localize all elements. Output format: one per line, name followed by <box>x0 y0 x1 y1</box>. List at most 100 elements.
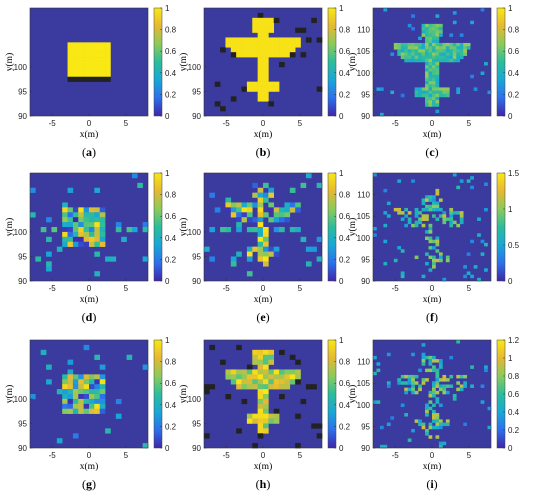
heatmap-cell <box>230 37 237 43</box>
heatmap-cell <box>78 76 84 82</box>
heatmap-cell <box>289 52 296 58</box>
colorbar-tick-label: 0.6 <box>165 379 177 388</box>
panel-a: -5 0 5 x(m) 100 95 90 y(m) 1 0.8 0.6 0.4 0.2 0 (a) <box>4 4 177 159</box>
heatmap-cell <box>62 217 68 223</box>
heatmap-cell <box>400 374 405 379</box>
heatmap-cell <box>263 81 269 87</box>
colorbar-tick-label: 0 <box>165 444 170 453</box>
colorbar-b <box>327 7 337 117</box>
heatmap-cell <box>411 374 415 379</box>
x-tick-label: 5 <box>467 451 472 460</box>
heatmap-cell <box>442 217 447 221</box>
heatmap-cell <box>432 36 436 41</box>
heatmap-cell <box>421 93 426 98</box>
heatmap-cell <box>428 90 433 95</box>
heatmap-cell <box>470 185 474 190</box>
heatmap-cell <box>404 413 409 417</box>
heatmap-cell <box>72 374 79 380</box>
heatmap-cell <box>397 378 402 382</box>
heatmap-cell <box>442 422 447 427</box>
heatmap-cell <box>279 52 285 58</box>
heatmap-cell <box>263 71 269 78</box>
heatmap-cell <box>428 96 433 101</box>
heatmap-cell <box>105 47 111 53</box>
heatmap-cell <box>279 227 285 233</box>
heatmap-cell <box>241 202 248 208</box>
heatmap-cell <box>428 425 433 430</box>
heatmap-cell <box>263 354 269 360</box>
heatmap-cell <box>225 394 232 400</box>
heatmap-cells-b <box>214 12 323 112</box>
heatmap-cell <box>268 251 275 257</box>
x-tick-label: 0 <box>87 119 92 128</box>
heatmap-cell <box>316 86 323 92</box>
colorbar-tick-label: 0.4 <box>339 234 351 243</box>
heatmap-cell <box>373 173 377 177</box>
heatmap-cell <box>459 384 464 388</box>
heatmap-cell <box>435 207 440 212</box>
heatmap-cell <box>78 398 84 405</box>
heatmap-cell <box>263 62 269 68</box>
heatmap-cell <box>438 378 443 382</box>
heatmap-cell <box>459 49 464 53</box>
heatmap-cell <box>425 81 429 85</box>
heatmap-cell <box>435 425 440 430</box>
heatmap-cell <box>105 428 111 434</box>
heatmap-cell <box>452 49 457 53</box>
heatmap-cell <box>435 74 440 79</box>
heatmap-cell <box>425 77 429 82</box>
heatmap-cell <box>421 198 426 202</box>
heatmap-cell <box>236 428 242 434</box>
heatmap-cell <box>438 207 443 212</box>
heatmap-cell <box>373 371 377 376</box>
heatmap-cell <box>316 37 323 43</box>
heatmap-cell <box>435 400 440 404</box>
heatmap-cell <box>246 364 253 370</box>
heatmap-cell <box>305 261 312 267</box>
heatmap-cell <box>452 11 457 15</box>
heatmap-cell <box>263 261 269 267</box>
heatmap-cell <box>421 52 426 56</box>
heatmap-cell <box>435 77 440 82</box>
x-tick-label: 0 <box>430 284 435 293</box>
heatmap-cell <box>289 369 296 375</box>
colorbar-e <box>327 172 337 282</box>
panel-label-close: ) <box>92 145 96 159</box>
heatmap-cell <box>386 381 391 385</box>
heatmap-cell <box>89 403 95 410</box>
heatmap-cell <box>428 39 433 44</box>
heatmap-cell <box>263 22 269 28</box>
heatmap-cell <box>284 202 291 208</box>
heatmap-cell <box>89 62 95 68</box>
heatmap-cell <box>30 187 36 193</box>
heatmap-cell <box>246 369 253 375</box>
heatmap-cell <box>435 204 440 209</box>
heatmap-cell <box>131 173 138 179</box>
heatmap-cell <box>284 212 291 218</box>
heatmap-cell <box>214 207 221 213</box>
heatmap-cell <box>83 408 90 414</box>
heatmap-cell <box>407 378 412 382</box>
heatmap-cell <box>230 42 237 48</box>
heatmap-cell <box>305 37 312 43</box>
colorbar-tick-label: 1 <box>165 4 170 13</box>
heatmap-cell <box>411 42 415 47</box>
heatmap-cell <box>407 217 412 221</box>
heatmap-cell <box>268 37 275 43</box>
heatmap-cell <box>273 37 280 43</box>
heatmap-cell <box>400 274 405 279</box>
heatmap-cell <box>72 222 79 228</box>
heatmap-cell <box>435 39 440 44</box>
colorbar-tick-label: 0 <box>508 444 513 453</box>
heatmap-cell <box>470 384 474 388</box>
heatmap-cell <box>284 217 291 223</box>
heatmap-cell <box>425 428 429 433</box>
heatmap-cell <box>83 47 90 53</box>
heatmap-cell <box>311 17 317 24</box>
heatmap-cell <box>386 201 391 206</box>
panel-label-open: ( <box>256 310 260 324</box>
colorbar-tick-label: 0.6 <box>339 379 351 388</box>
y-tick-label: 105 <box>357 212 371 221</box>
panel-label-open: ( <box>426 477 430 491</box>
